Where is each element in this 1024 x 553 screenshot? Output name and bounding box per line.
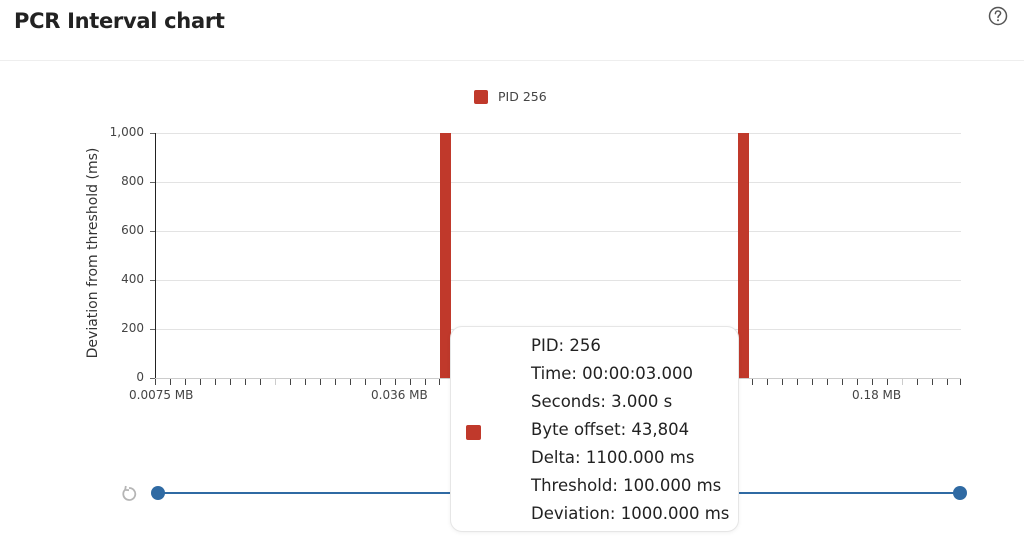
- tooltip-byte-offset: Byte offset: 43,804: [531, 420, 690, 439]
- page-title: PCR Interval chart: [14, 9, 225, 33]
- range-slider-end-handle[interactable]: [953, 486, 967, 500]
- chart-legend[interactable]: PID 256: [474, 89, 547, 104]
- tooltip-time: Time: 00:00:03.000: [531, 364, 694, 383]
- tooltip-delta: Delta: 1100.000 ms: [531, 448, 695, 467]
- y-tick-label: 800: [121, 174, 144, 188]
- tooltip-deviation: Deviation: 1000.000 ms: [531, 504, 730, 523]
- help-icon[interactable]: [988, 6, 1008, 26]
- x-axis-ticks: [155, 379, 961, 385]
- y-axis-ticks: [150, 133, 155, 379]
- x-tick-label: 0.0075 MB: [129, 388, 194, 402]
- y-tick-label: 1,000: [109, 125, 144, 139]
- y-tick-label: 400: [121, 272, 144, 286]
- tooltip-pid: PID: 256: [531, 336, 601, 355]
- chart-header: PCR Interval chart: [0, 0, 1024, 61]
- tooltip-swatch: [466, 425, 481, 440]
- y-tick-label: 600: [121, 223, 144, 237]
- reset-zoom-icon[interactable]: [119, 484, 139, 504]
- bar-pid-256[interactable]: [440, 133, 451, 378]
- legend-label: PID 256: [498, 89, 547, 104]
- tooltip-seconds: Seconds: 3.000 s: [531, 392, 673, 411]
- x-tick-label: 0.036 MB: [371, 388, 428, 402]
- legend-swatch-pid-256: [474, 89, 488, 104]
- range-slider-start-handle[interactable]: [151, 486, 165, 500]
- chart-tooltip: PID: 256 Time: 00:00:03.000 Seconds: 3.0…: [450, 326, 739, 532]
- y-tick-label: 0: [136, 370, 144, 384]
- y-tick-label: 200: [121, 321, 144, 335]
- tooltip-threshold: Threshold: 100.000 ms: [531, 476, 722, 495]
- x-tick-label: 0.18 MB: [852, 388, 902, 402]
- bar-pid-256[interactable]: [738, 133, 749, 378]
